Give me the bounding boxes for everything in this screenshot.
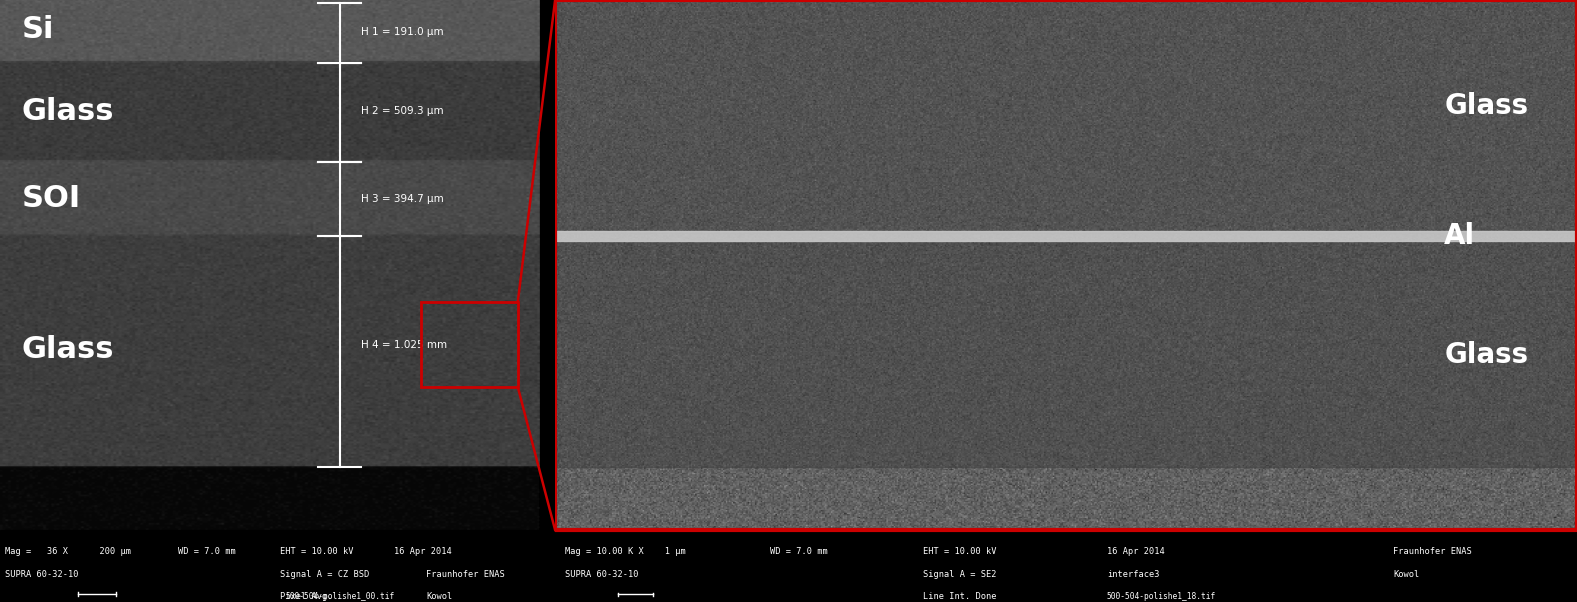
- Bar: [0, 0, 539, 63]
- Text: H 1 = 191.0 μm: H 1 = 191.0 μm: [361, 27, 445, 37]
- Text: Kowol: Kowol: [1392, 570, 1419, 579]
- Text: Line Int. Done: Line Int. Done: [923, 592, 997, 601]
- Text: H 2 = 509.3 μm: H 2 = 509.3 μm: [361, 107, 445, 116]
- Bar: [555, 530, 1577, 602]
- Text: Glass: Glass: [1445, 92, 1528, 120]
- Text: H 3 = 394.7 μm: H 3 = 394.7 μm: [361, 194, 445, 203]
- Bar: [0, 0, 539, 530]
- Bar: [421, 302, 517, 387]
- Bar: [555, 0, 1577, 233]
- Bar: [0, 236, 539, 468]
- Text: Signal A = CZ BSD: Signal A = CZ BSD: [281, 570, 369, 579]
- Text: Mag =   36 X      200 μm: Mag = 36 X 200 μm: [5, 547, 131, 556]
- Bar: [0, 162, 539, 236]
- Text: Al: Al: [1445, 222, 1474, 250]
- Text: Mag = 10.00 K X    1 μm: Mag = 10.00 K X 1 μm: [565, 547, 686, 556]
- Text: Fraunhofer ENAS: Fraunhofer ENAS: [1392, 547, 1471, 556]
- Bar: [555, 231, 1577, 241]
- Text: WD = 7.0 mm: WD = 7.0 mm: [178, 547, 235, 556]
- Text: 500-504-polishe1_18.tif: 500-504-polishe1_18.tif: [1107, 592, 1216, 601]
- Text: Si: Si: [22, 14, 54, 44]
- Text: Glass: Glass: [22, 335, 114, 364]
- Text: SUPRA 60-32-10: SUPRA 60-32-10: [565, 570, 639, 579]
- Text: 16 Apr 2014: 16 Apr 2014: [394, 547, 451, 556]
- Text: WD = 7.0 mm: WD = 7.0 mm: [770, 547, 828, 556]
- Bar: [0, 63, 539, 162]
- Text: Pixel Avg.: Pixel Avg.: [281, 592, 333, 601]
- Text: Signal A = SE2: Signal A = SE2: [923, 570, 997, 579]
- Text: 500-504-polishe1_00.tif: 500-504-polishe1_00.tif: [285, 592, 396, 601]
- Text: EHT = 10.00 kV: EHT = 10.00 kV: [281, 547, 353, 556]
- Text: EHT = 10.00 kV: EHT = 10.00 kV: [923, 547, 997, 556]
- Text: Glass: Glass: [1445, 341, 1528, 369]
- Text: Fraunhofer ENAS: Fraunhofer ENAS: [426, 570, 505, 579]
- Text: SOI: SOI: [22, 184, 80, 213]
- Text: SUPRA 60-32-10: SUPRA 60-32-10: [5, 570, 79, 579]
- Bar: [555, 241, 1577, 468]
- Bar: [0, 530, 539, 602]
- Text: interface3: interface3: [1107, 570, 1159, 579]
- Text: Glass: Glass: [22, 97, 114, 126]
- Text: 16 Apr 2014: 16 Apr 2014: [1107, 547, 1165, 556]
- Text: H 4 = 1.025 mm: H 4 = 1.025 mm: [361, 340, 448, 350]
- Text: Kowol: Kowol: [426, 592, 453, 601]
- Bar: [555, 0, 1577, 530]
